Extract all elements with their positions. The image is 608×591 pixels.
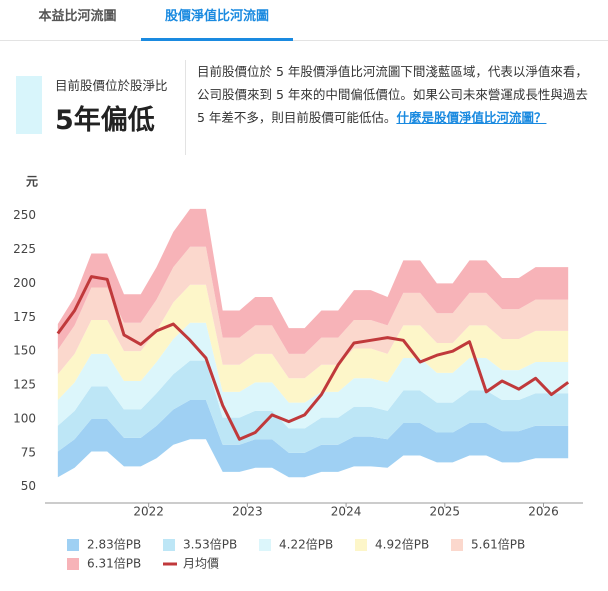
legend-label: 2.83倍PB (87, 537, 141, 552)
tab[interactable]: 本益比河流圖 (38, 9, 117, 24)
badge (16, 76, 42, 134)
y-tick-label: 250 (13, 208, 36, 222)
x-tick-label: 2022 (133, 505, 164, 519)
band-area (57, 322, 569, 429)
help-link[interactable]: 什麼是股價淨值比河流圖？ (396, 110, 547, 125)
band-area (57, 208, 569, 354)
y-axis-title: 元 (26, 175, 38, 189)
summary-label: 目前股價位於股淨比 (55, 78, 168, 93)
legend-label: 4.22倍PB (279, 537, 333, 552)
x-tick-label: 2025 (430, 505, 461, 519)
legend-swatch (259, 539, 271, 551)
band-area (57, 399, 569, 478)
y-tick-label: 100 (13, 411, 36, 425)
x-tick-label: 2024 (331, 505, 362, 519)
x-tick-label: 2023 (232, 505, 263, 519)
legend-swatch (451, 539, 463, 551)
description: 目前股價位於 5 年股價淨值比河流圖下間淺藍區域，代表以淨值來看，公司股價來到 … (197, 60, 592, 129)
legend-label: 月均價 (183, 557, 219, 571)
legend-label: 5.61倍PB (471, 537, 525, 552)
legend-swatch (67, 539, 79, 551)
band-area (57, 246, 569, 379)
legend-label: 3.53倍PB (183, 537, 237, 552)
y-tick-label: 75 (21, 445, 36, 459)
band-area (57, 284, 569, 403)
divider (185, 60, 186, 155)
legend-swatch (355, 539, 367, 551)
x-tick-label: 2026 (528, 505, 559, 519)
tab-bar: 本益比河流圖 股價淨值比河流圖 (0, 0, 608, 41)
y-tick-label: 200 (13, 276, 36, 290)
legend-label: 6.31倍PB (87, 556, 141, 571)
legend-label: 4.92倍PB (375, 537, 429, 552)
legend-swatch (163, 539, 175, 551)
tab-active[interactable]: 股價淨值比河流圖 (141, 0, 293, 41)
y-tick-label: 50 (21, 479, 36, 493)
y-tick-label: 150 (13, 344, 36, 358)
y-tick-label: 125 (13, 378, 36, 392)
price-line (56, 275, 570, 441)
legend-swatch (67, 558, 79, 570)
description-text: 目前股價位於 5 年股價淨值比河流圖下間淺藍區域，代表以淨值來看，公司股價來到 … (197, 64, 588, 125)
y-tick-label: 175 (13, 310, 36, 324)
y-tick-label: 225 (13, 242, 36, 256)
band-area (57, 360, 569, 453)
summary-value: 5年偏低 (55, 105, 155, 136)
